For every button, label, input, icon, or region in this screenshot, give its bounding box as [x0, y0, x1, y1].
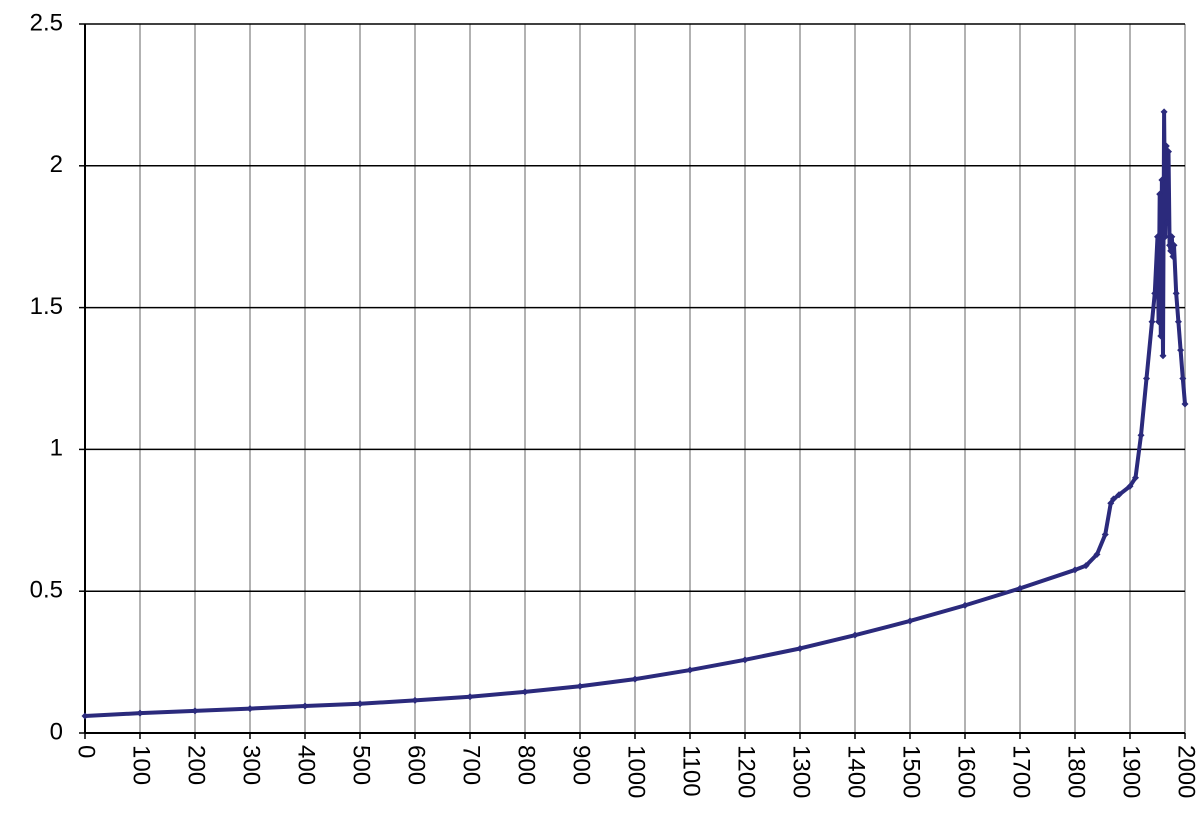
x-tick-label: 1600	[953, 745, 980, 798]
y-tick-label: 1	[50, 435, 63, 462]
data-point	[576, 682, 584, 690]
data-point	[411, 696, 419, 704]
data-point	[1156, 190, 1164, 198]
data-point	[1157, 332, 1165, 340]
data-point	[1167, 247, 1175, 255]
data-point	[246, 705, 254, 713]
x-tick-label: 1000	[623, 745, 650, 798]
data-point	[356, 700, 364, 708]
data-point	[1161, 233, 1169, 241]
y-tick-label: 0	[50, 718, 63, 745]
data-point	[1174, 318, 1182, 326]
data-point	[851, 631, 859, 639]
data-point	[191, 707, 199, 715]
data-point	[1160, 108, 1168, 116]
x-tick-label: 200	[183, 745, 210, 785]
x-tick-label: 100	[128, 745, 155, 785]
data-point	[631, 675, 639, 683]
data-point	[1143, 375, 1150, 382]
data-point	[301, 702, 309, 710]
y-tick-label: 0.5	[30, 577, 63, 604]
x-tick-label: 1900	[1118, 745, 1145, 798]
data-point	[1093, 550, 1101, 558]
x-tick-label: 1500	[898, 745, 925, 798]
data-point	[466, 693, 474, 701]
x-tick-label: 1400	[843, 745, 870, 798]
data-point	[1154, 233, 1161, 241]
data-point	[1071, 566, 1079, 574]
x-tick-label: 1200	[733, 745, 760, 798]
data-point	[1159, 352, 1167, 360]
data-point	[1170, 241, 1178, 249]
data-point	[1110, 495, 1117, 503]
x-tick-label: 1700	[1008, 745, 1035, 798]
x-tick-label: 800	[513, 745, 540, 785]
data-point	[1148, 318, 1156, 326]
data-point	[1177, 346, 1185, 354]
data-point	[1158, 176, 1166, 184]
data-point	[796, 644, 804, 652]
data-point	[1137, 431, 1145, 439]
data-point	[686, 666, 694, 674]
x-tick-label: 1300	[788, 745, 815, 798]
data-point	[741, 656, 749, 664]
data-point	[1115, 491, 1123, 499]
x-tick-label: 300	[238, 745, 265, 785]
data-point	[1155, 318, 1163, 326]
data-point	[521, 688, 529, 696]
y-tick-label: 2	[50, 151, 63, 178]
x-tick-label: 600	[403, 745, 430, 785]
data-point	[81, 712, 89, 720]
x-tick-label: 500	[348, 745, 375, 785]
data-point	[1082, 562, 1090, 570]
data-point	[1179, 375, 1187, 382]
x-tick-label: 0	[73, 745, 100, 758]
data-point	[1132, 474, 1139, 482]
data-point	[1163, 219, 1171, 227]
x-tick-label: 1800	[1063, 745, 1090, 798]
x-tick-label: 400	[293, 745, 320, 785]
data-point	[1016, 584, 1024, 592]
data-point	[136, 709, 144, 717]
data-point	[1126, 482, 1134, 490]
data-point	[1169, 253, 1177, 261]
x-tick-label: 700	[458, 745, 485, 785]
data-point	[1181, 400, 1189, 408]
data-point	[1151, 289, 1159, 297]
data-point	[961, 601, 969, 609]
data-point	[1101, 530, 1109, 538]
data-point	[1172, 289, 1180, 297]
data-point	[1162, 142, 1170, 150]
data-point	[1107, 499, 1115, 507]
data-point	[906, 617, 914, 625]
x-tick-label: 2000	[1173, 745, 1200, 798]
y-tick-label: 2.5	[30, 9, 63, 36]
y-tick-label: 1.5	[30, 293, 63, 320]
data-point	[1165, 148, 1172, 156]
data-point	[1168, 233, 1176, 241]
data-point	[1166, 241, 1174, 249]
x-tick-label: 1100	[678, 745, 705, 797]
x-tick-label: 900	[568, 745, 595, 785]
